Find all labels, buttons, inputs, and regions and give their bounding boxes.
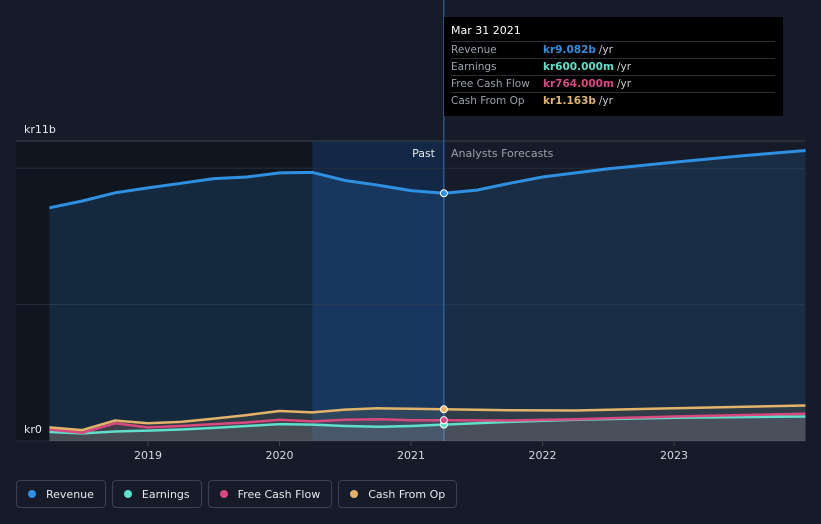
y-axis-bottom-label: kr0 (24, 423, 42, 436)
tooltip-unit: /yr (598, 95, 613, 107)
legend-dot-icon (28, 490, 36, 498)
legend-item-free-cash-flow[interactable]: Free Cash Flow (207, 480, 333, 508)
x-tick-label: 2023 (660, 449, 688, 462)
tooltip-value: kr600.000m (543, 61, 614, 73)
legend-label: Earnings (141, 487, 190, 501)
past-label: Past (412, 147, 436, 160)
legend-item-earnings[interactable]: Earnings (111, 480, 202, 508)
tooltip-label: Cash From Op (451, 95, 525, 107)
cash-from-op-line (49, 404, 806, 432)
legend-label: Free Cash Flow (237, 487, 321, 501)
revenue-area (49, 150, 806, 441)
legend-label: Cash From Op (368, 487, 446, 501)
x-tick-label: 2021 (397, 449, 425, 462)
forecast-label: Analysts Forecasts (451, 147, 554, 160)
legend-dot-icon (219, 490, 228, 498)
legend-item-cash-from-op[interactable]: Cash From Op (338, 480, 458, 508)
cash-from-op-area (49, 405, 806, 441)
revenue-line (49, 149, 806, 210)
cash-from-op-marker (439, 405, 448, 414)
tooltip-value: kr1.163b (543, 95, 596, 107)
tooltip-row-revenue: Revenue kr9.082b /yr (451, 42, 775, 59)
tooltip-unit: /yr (616, 61, 632, 73)
tooltip-label: Free Cash Flow (451, 78, 530, 90)
x-tick-label: 2022 (529, 449, 557, 462)
tooltip-unit: /yr (598, 44, 613, 56)
free-cash-flow-area (49, 413, 806, 441)
tooltip-label: Revenue (451, 44, 497, 56)
y-axis-top-label: kr11b (24, 123, 56, 136)
legend-item-revenue[interactable]: Revenue (16, 480, 106, 508)
chart: kr11b kr0 Past Analysts Forecasts 2019 20… (16, 0, 806, 462)
x-tick-label: 2019 (134, 449, 162, 462)
legend-dot-icon (123, 490, 132, 498)
tooltip-row-earnings: Earnings kr600.000m /yr (451, 59, 775, 76)
x-tick-label: 2020 (266, 449, 294, 462)
legend-dot-icon (350, 490, 359, 498)
tooltip: Mar 31 2021 Revenue kr9.082b /yr Earning… (444, 17, 783, 116)
tooltip-label: Earnings (451, 61, 497, 73)
free-cash-flow-line (49, 412, 806, 435)
tooltip-date: Mar 31 2021 (451, 23, 775, 42)
tooltip-row-cash-from-op: Cash From Op kr1.163b /yr (451, 93, 775, 109)
tooltip-row-free-cash-flow: Free Cash Flow kr764.000m /yr (451, 76, 775, 93)
free-cash-flow-marker (439, 416, 448, 425)
tooltip-unit: /yr (616, 78, 632, 90)
tooltip-value: kr764.000m (543, 78, 614, 90)
tooltip-value: kr9.082b (543, 44, 596, 56)
legend: Revenue Earnings Free Cash Flow Cash Fro… (16, 480, 458, 508)
legend-label: Revenue (46, 487, 94, 501)
earnings-area (49, 416, 806, 441)
revenue-marker (439, 189, 448, 198)
